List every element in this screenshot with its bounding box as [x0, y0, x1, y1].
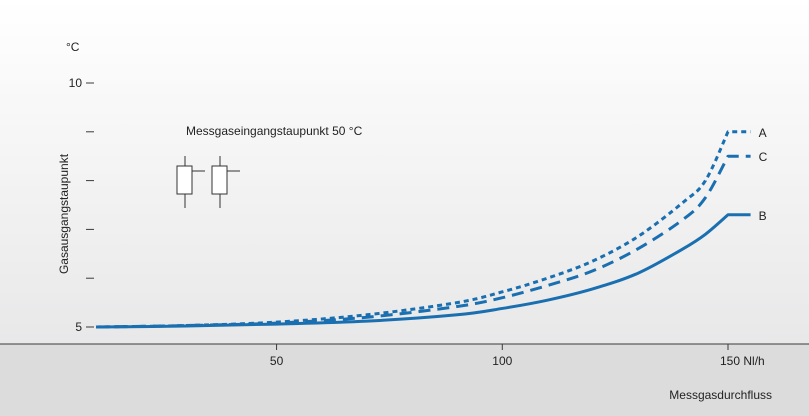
- gas-cooler-symbol-icon: [176, 156, 240, 208]
- x-axis-ticks: 50 100 150 Nl/h: [270, 344, 765, 368]
- series-line-b: [95, 213, 751, 329]
- x-tick-label: 100: [492, 354, 512, 368]
- x-tick-label: 150 Nl/h: [720, 354, 765, 368]
- x-axis-band: [0, 344, 809, 416]
- x-tick-label: 50: [270, 354, 284, 368]
- plot-background: [0, 0, 809, 344]
- y-axis-title: Gasausgangstaupunkt: [57, 153, 71, 274]
- y-unit-label: °C: [66, 40, 80, 54]
- series-label-a: A: [759, 126, 767, 140]
- y-tick-label: 10: [69, 76, 83, 90]
- y-tick-label: 5: [75, 320, 82, 334]
- x-axis-title: Messgasdurchfluss: [669, 388, 772, 402]
- y-axis-ticks: 5 10: [69, 76, 94, 334]
- series-label-b: B: [759, 209, 767, 223]
- series-lines: AC B: [95, 126, 768, 329]
- series-line-a: [95, 130, 751, 329]
- inlet-dewpoint-annotation: Messgaseingangstaupunkt 50 °C: [186, 124, 363, 138]
- series-label-c: C: [759, 150, 768, 164]
